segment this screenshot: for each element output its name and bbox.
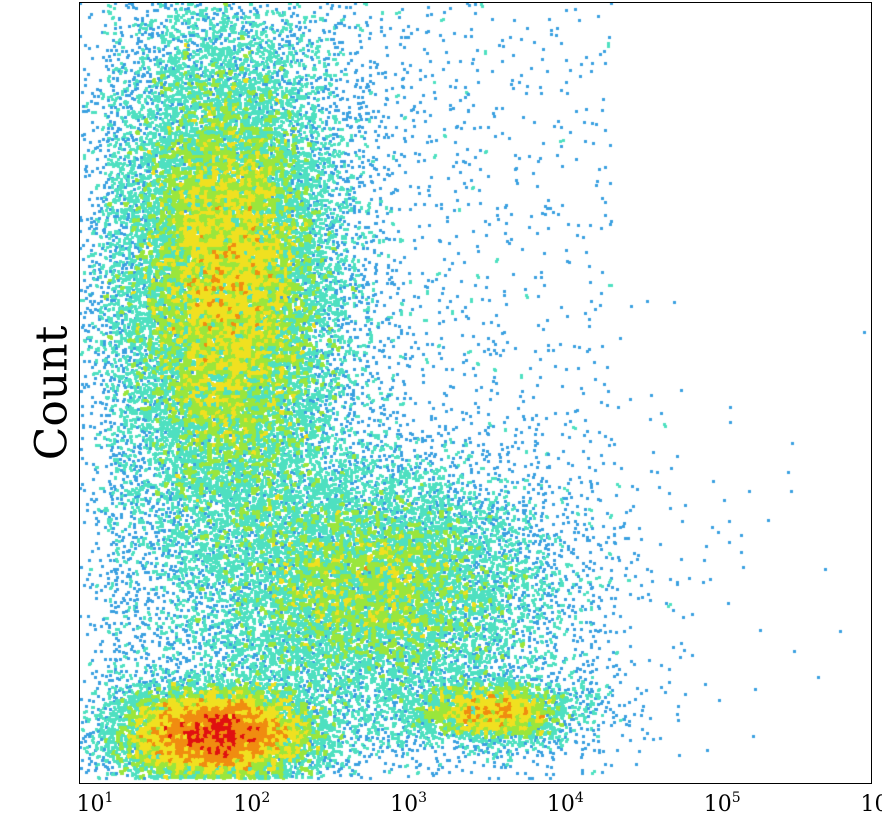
x-tick-label: 105 [703, 790, 741, 817]
x-tick-label: 103 [390, 790, 428, 817]
density-scatter [80, 3, 870, 782]
plot-area [79, 2, 872, 784]
x-tick-label: 106 [860, 792, 882, 817]
x-tick-label: 102 [233, 790, 271, 817]
x-tick-label: 104 [546, 790, 584, 817]
y-axis-label: Count [26, 325, 78, 461]
x-tick-label: 101 [76, 790, 114, 817]
